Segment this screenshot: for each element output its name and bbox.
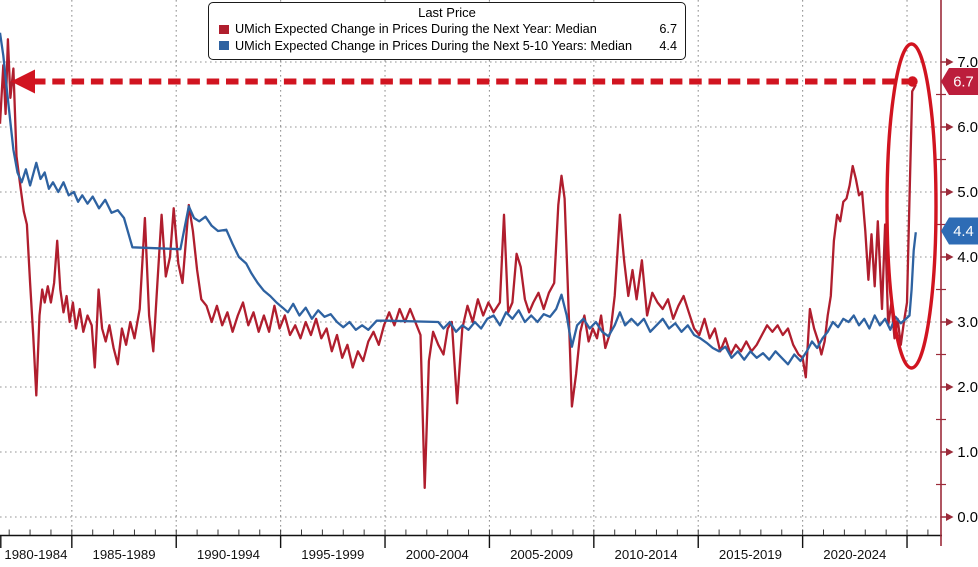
- grid-layer: [0, 0, 941, 535]
- y-tick-arrow-icon: [946, 383, 954, 391]
- legend-box: Last Price UMich Expected Change in Pric…: [208, 2, 686, 60]
- y-tick-label: 6.0: [957, 120, 978, 136]
- x-tick-label: 1990-1994: [197, 547, 260, 562]
- legend-row-next-year: UMich Expected Change in Prices During t…: [217, 21, 677, 38]
- series-swatch-blue-icon: [219, 41, 229, 51]
- value-flag-label: 6.7: [953, 75, 974, 91]
- flag-layer: 6.7 4.4: [941, 68, 978, 245]
- y-tick-arrow-icon: [946, 448, 954, 456]
- x-tick-label: 2020-2024: [823, 547, 886, 562]
- value-flag: [941, 68, 978, 95]
- x-tick-label: 1980-1984: [4, 547, 67, 562]
- x-tick-label: 2010-2014: [614, 547, 677, 562]
- y-tick-arrow-icon: [946, 123, 954, 131]
- legend-label: UMich Expected Change in Prices During t…: [235, 38, 633, 53]
- x-tick-label: 2015-2019: [719, 547, 782, 562]
- annotation-layer: [11, 42, 938, 370]
- y-tick-label: 5.0: [957, 185, 978, 201]
- value-flag: [941, 217, 978, 245]
- y-tick-arrow-icon: [946, 188, 954, 196]
- last-price-dot: [907, 76, 918, 87]
- highlight-ellipse: [885, 42, 938, 370]
- x-tick-label: 1985-1989: [92, 547, 155, 562]
- legend-label: UMich Expected Change in Prices During t…: [235, 22, 597, 36]
- legend-value: 4.4: [659, 38, 677, 53]
- y-tick-arrow-icon: [946, 318, 954, 326]
- value-flag-label: 4.4: [953, 224, 974, 240]
- series-line-next-year: [0, 38, 917, 489]
- series-swatch-red-icon: [219, 24, 229, 34]
- arrowhead-left-icon: [11, 69, 35, 94]
- x-axis: 1980-1984 1985-1989 1990-1994 1995-1999 2000…: [0, 529, 942, 562]
- y-tick-arrow-icon: [946, 513, 954, 521]
- legend-title: Last Price: [418, 5, 476, 20]
- series-line-5-10-years: [0, 32, 917, 366]
- y-tick-label: 4.0: [957, 250, 978, 266]
- y-tick-label: 2.0: [957, 380, 978, 396]
- y-tick-label: 7.0: [957, 55, 978, 71]
- y-tick-label: 0.0: [957, 510, 978, 526]
- legend-row-next-5-10-years: UMich Expected Change in Prices During t…: [217, 38, 677, 55]
- y-axis: 7.0 6.0 5.0 4.0 3.0 2.0 1.0 0.0: [936, 0, 978, 546]
- x-tick-label: 1995-1999: [301, 547, 364, 562]
- series-layer: [0, 32, 917, 489]
- y-tick-arrow-icon: [946, 58, 954, 66]
- y-tick-label: 3.0: [957, 315, 978, 331]
- x-tick-label: 2000-2004: [406, 547, 469, 562]
- legend-value: 6.7: [659, 22, 677, 36]
- x-tick-label: 2005-2009: [510, 547, 573, 562]
- y-tick-label: 1.0: [957, 445, 978, 461]
- y-tick-arrow-icon: [946, 253, 954, 261]
